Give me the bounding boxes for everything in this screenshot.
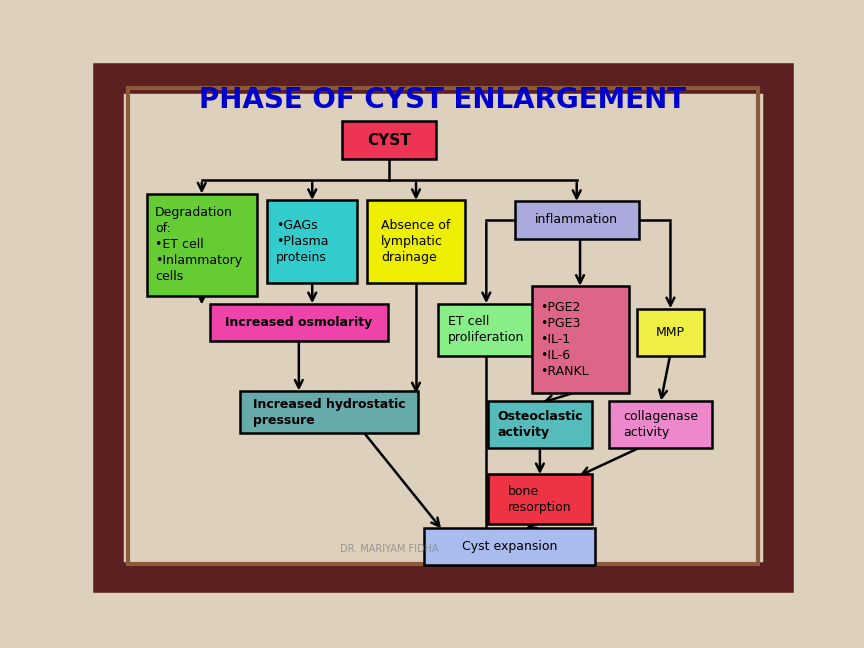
FancyBboxPatch shape [531, 286, 629, 393]
Text: CYST: CYST [367, 133, 411, 148]
FancyBboxPatch shape [210, 303, 388, 341]
Text: Increased hydrostatic
pressure: Increased hydrostatic pressure [252, 398, 405, 426]
Text: Absence of
lymphatic
drainage: Absence of lymphatic drainage [381, 219, 451, 264]
FancyBboxPatch shape [438, 303, 535, 356]
FancyBboxPatch shape [488, 401, 592, 448]
Text: •PGE2
•PGE3
•IL-1
•IL-6
•RANKL: •PGE2 •PGE3 •IL-1 •IL-6 •RANKL [540, 301, 589, 378]
Text: collagenase
activity: collagenase activity [623, 410, 698, 439]
FancyBboxPatch shape [608, 401, 712, 448]
FancyBboxPatch shape [488, 474, 592, 524]
Text: bone
resorption: bone resorption [508, 485, 572, 514]
Text: MMP: MMP [656, 326, 685, 339]
FancyBboxPatch shape [342, 121, 436, 159]
Text: •GAGs
•Plasma
proteins: •GAGs •Plasma proteins [276, 219, 328, 264]
FancyBboxPatch shape [367, 200, 465, 283]
FancyBboxPatch shape [147, 194, 257, 296]
FancyBboxPatch shape [515, 202, 638, 238]
Text: Increased osmolarity: Increased osmolarity [226, 316, 372, 329]
Text: ET cell
proliferation: ET cell proliferation [448, 315, 524, 344]
Text: Degradation
of:
•ET cell
•Inlammatory
cells: Degradation of: •ET cell •Inlammatory ce… [156, 207, 242, 283]
Text: Osteoclastic
activity: Osteoclastic activity [497, 410, 582, 439]
FancyBboxPatch shape [424, 528, 595, 566]
Text: inflammation: inflammation [535, 213, 619, 226]
FancyBboxPatch shape [240, 391, 417, 434]
FancyBboxPatch shape [267, 200, 358, 283]
Text: PHASE OF CYST ENLARGEMENT: PHASE OF CYST ENLARGEMENT [200, 86, 686, 114]
FancyBboxPatch shape [637, 308, 704, 356]
Text: Cyst expansion: Cyst expansion [462, 540, 557, 553]
Text: DR. MARIYAM FIDHA: DR. MARIYAM FIDHA [340, 544, 439, 554]
